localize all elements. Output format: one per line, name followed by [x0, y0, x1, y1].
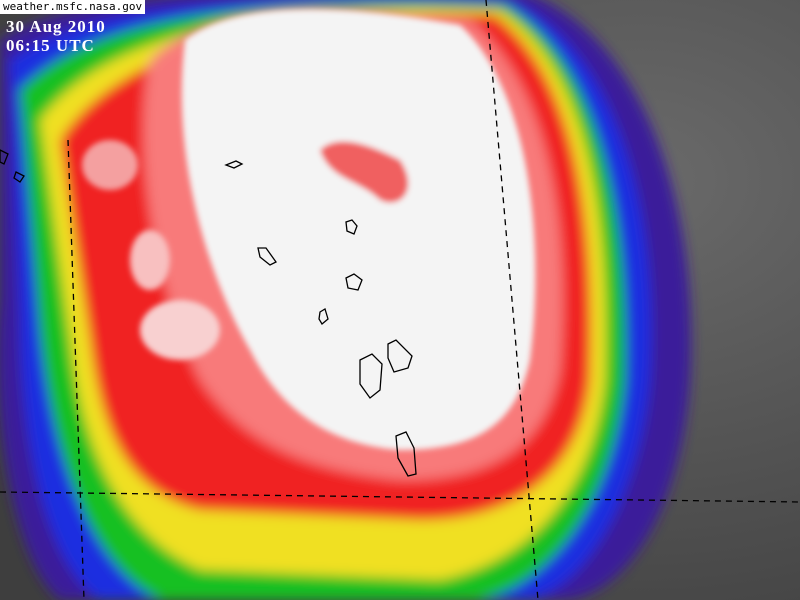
- island-outlines: [0, 149, 417, 477]
- date-label: 30 Aug 2010: [6, 17, 106, 36]
- cold-tops: [82, 9, 536, 451]
- time-label: 06:15 UTC: [6, 36, 95, 55]
- source-label: weather.msfc.nasa.gov: [0, 0, 146, 14]
